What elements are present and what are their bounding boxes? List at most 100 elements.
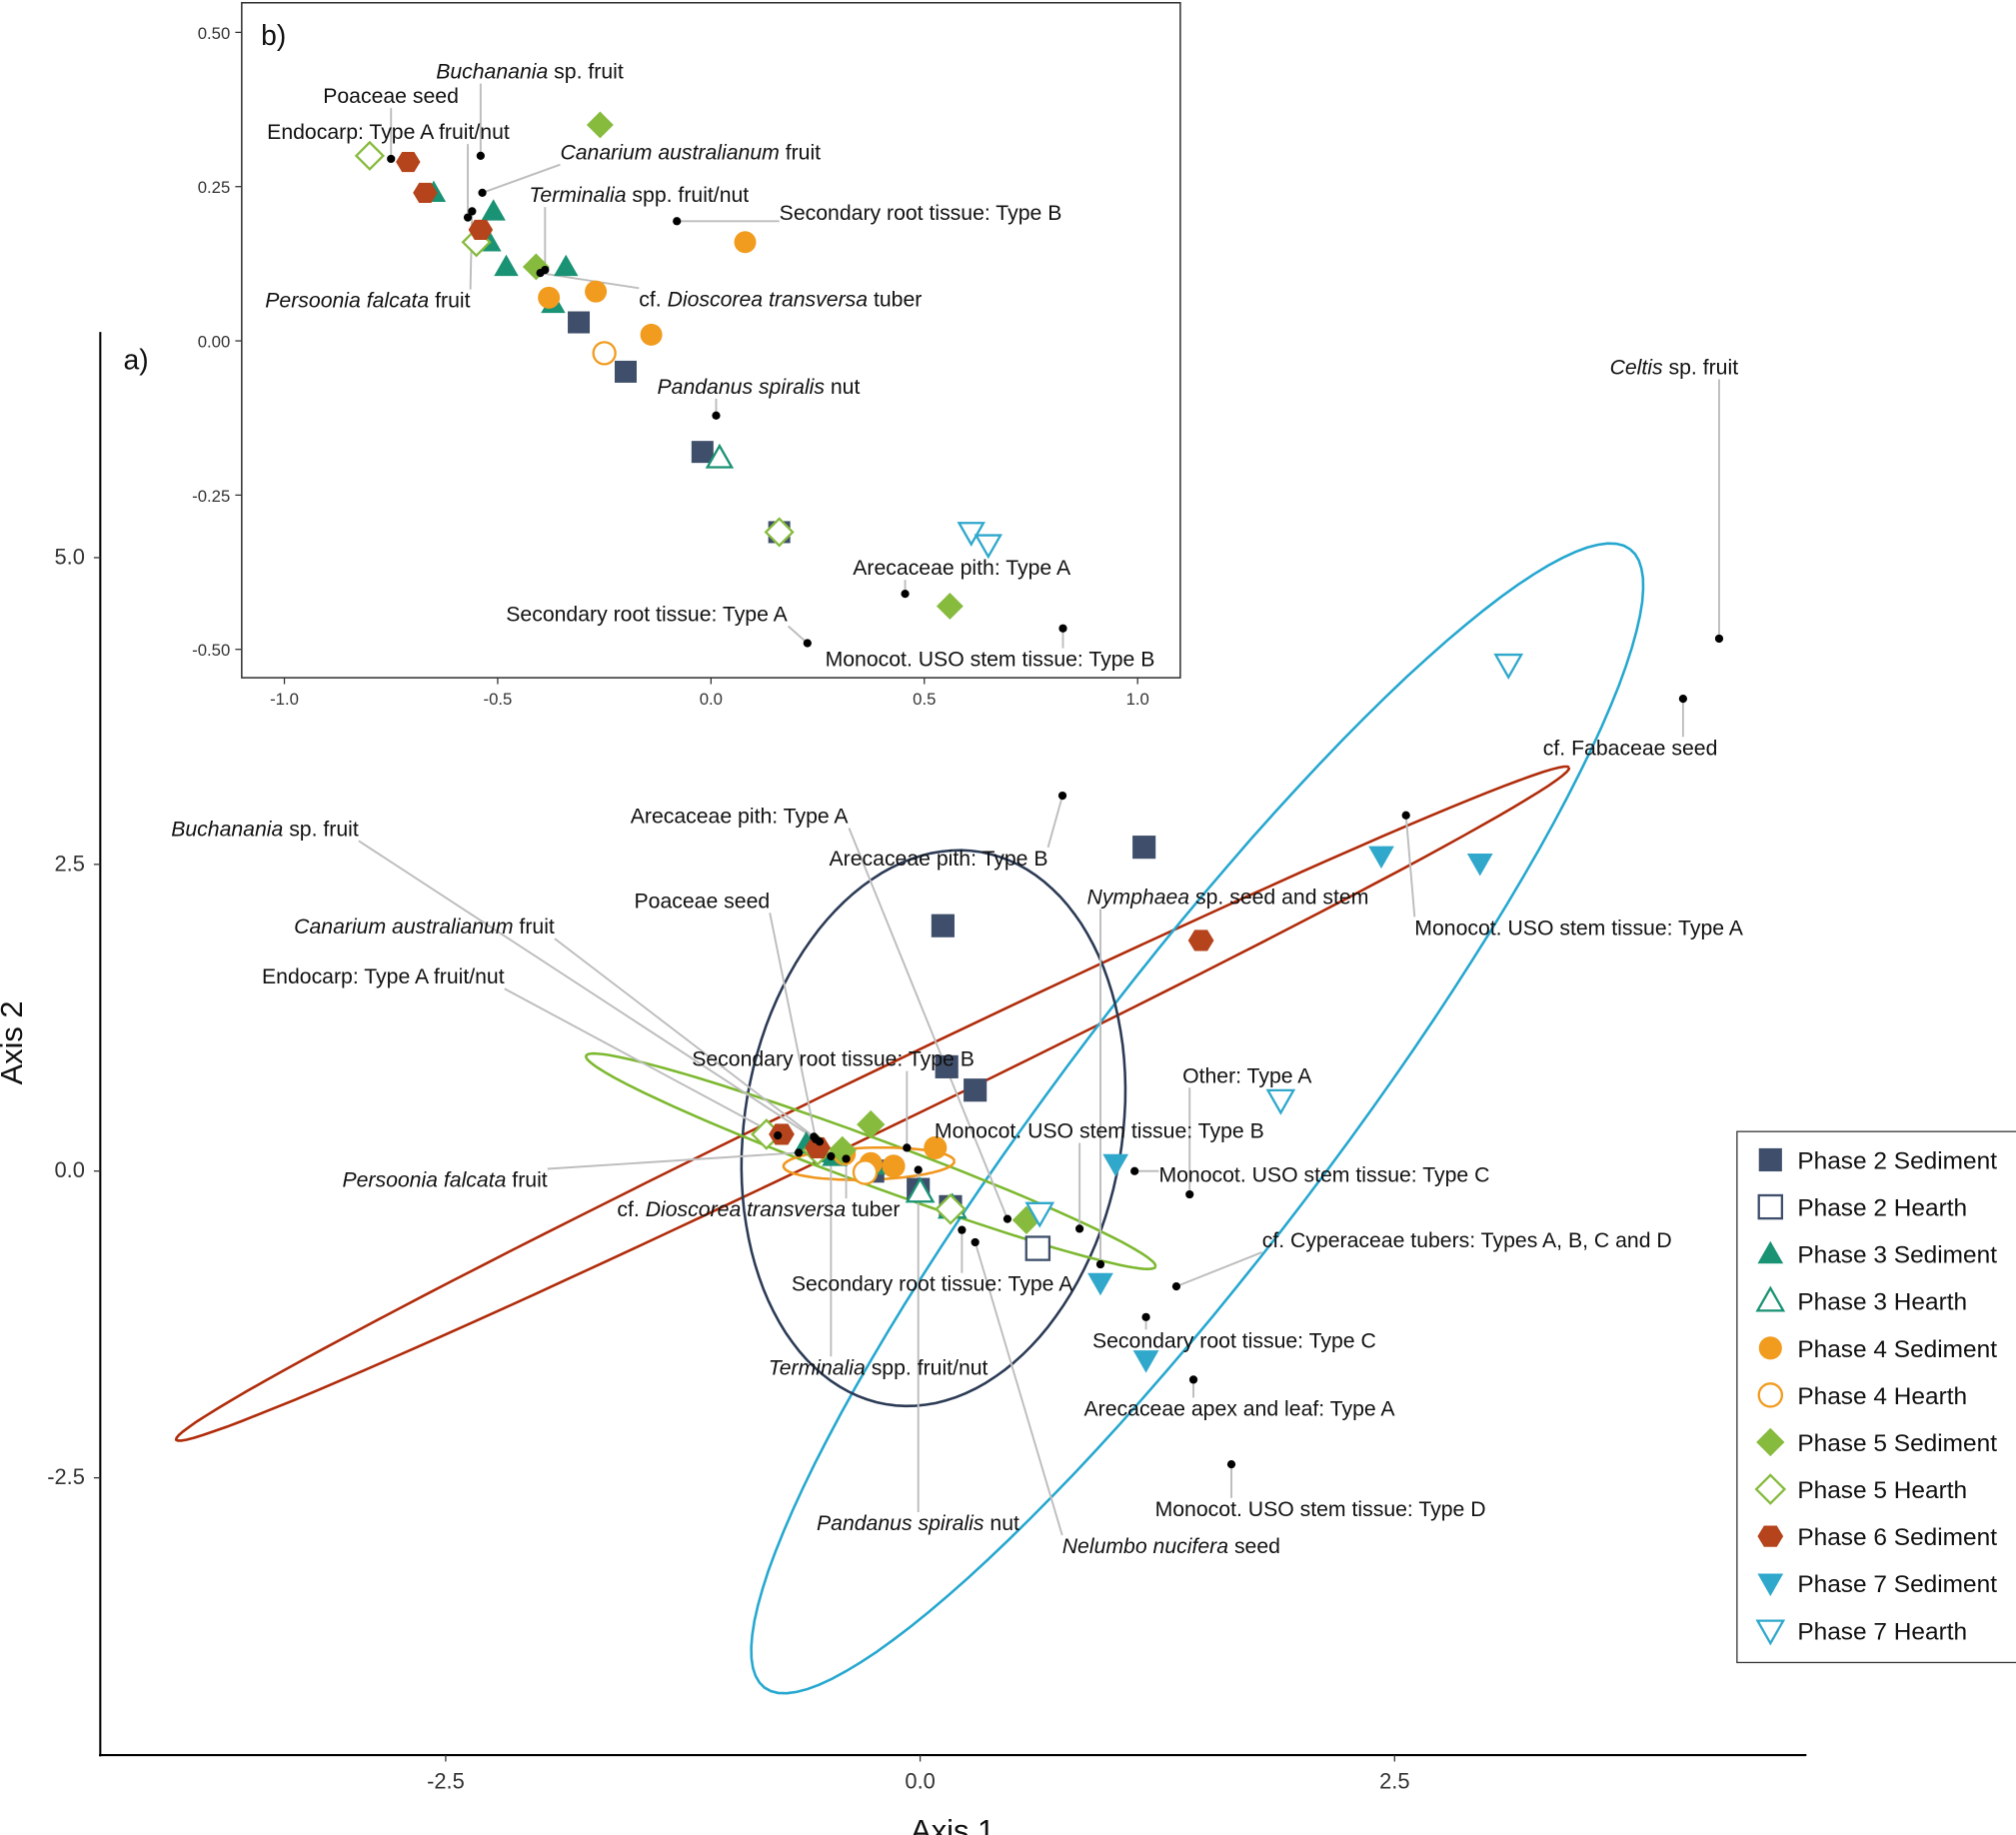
- y-tick-label: 0.25: [198, 178, 231, 197]
- point-circle-p4h: [592, 341, 617, 366]
- legend-label: Phase 7 Sediment: [1797, 1571, 1997, 1598]
- y-tick-label: 0.0: [55, 1157, 85, 1182]
- data-points: [354, 111, 1004, 620]
- label-anchor-dot: [815, 1137, 825, 1146]
- label-anchor-dot: [478, 188, 487, 198]
- leader-line: [547, 1151, 800, 1170]
- label-anchor-dot: [1401, 811, 1410, 820]
- label-anchor-dot: [387, 154, 396, 164]
- panel-label-b: b): [261, 19, 286, 51]
- point-label: Endocarp: Type A fruit/nut: [262, 965, 505, 988]
- point-hexagon-p6s: [413, 182, 438, 203]
- point-labels: Celtis sp. fruit cf. Fabaceae seed Monocot…: [171, 357, 1744, 1559]
- point-label: Canarium australianum fruit: [294, 916, 555, 938]
- legend-label: Phase 4 Sediment: [1797, 1336, 1997, 1363]
- point-diamond-p5h: [354, 140, 385, 171]
- point-label: Monocot. USO stem tissue: Type A: [1414, 917, 1743, 939]
- point-label: cf. Dioscorea transversa tuber: [639, 288, 922, 311]
- point-triangle-down-p7h: [957, 522, 986, 547]
- legend-item-p3s: Phase 3 Sediment: [1757, 1240, 1997, 1269]
- axis-ticks: -2.5 0.0 2.5 -2.5 0.0 2.5 5.0: [47, 544, 1409, 1793]
- y-tick-label: 5.0: [55, 544, 85, 569]
- point-label: cf. Dioscorea transversa tuber: [617, 1198, 900, 1221]
- label-anchor-dot: [1095, 1259, 1105, 1269]
- point-label: Other: Type A: [1182, 1064, 1312, 1087]
- label-anchor-dot: [810, 1132, 819, 1141]
- legend-label: Phase 5 Hearth: [1797, 1477, 1967, 1504]
- legend: Phase 2 Sediment Phase 2 Hearth Phase 3 Se…: [1736, 1130, 2016, 1664]
- point-triangle-p3s: [494, 254, 519, 277]
- label-anchor-dot: [463, 213, 473, 222]
- legend-item-p6s: Phase 6 Sediment: [1757, 1524, 1997, 1551]
- point-square-p2s: [1758, 1147, 1782, 1172]
- point-triangle-down-p7s: [1102, 1153, 1129, 1177]
- legend-item-p3h: Phase 3 Hearth: [1755, 1285, 1967, 1316]
- label-anchor-dot: [971, 1237, 980, 1247]
- point-label: Arecaceae pith: Type A: [853, 557, 1071, 580]
- label-anchor-dot: [914, 1165, 923, 1174]
- point-label: cf. Cyperaceae tubers: Types A, B, C and…: [1262, 1229, 1672, 1252]
- leader-line: [358, 840, 821, 1143]
- point-diamond-p5s: [857, 1109, 886, 1139]
- point-label: Arecaceae apex and leaf: Type A: [1084, 1397, 1396, 1420]
- label-anchor-dot: [958, 1225, 967, 1234]
- point-circle-p4s: [1758, 1336, 1782, 1360]
- point-label: Monocot. USO stem tissue: Type B: [935, 1120, 1264, 1143]
- point-triangle-down-p7s: [1087, 1272, 1113, 1296]
- point-hexagon-p6s: [805, 1136, 831, 1158]
- point-circle-p4s: [538, 286, 561, 309]
- legend-item-p2s: Phase 2 Sediment: [1758, 1147, 1997, 1174]
- point-label: Nymphaea sp. seed and stem: [1087, 886, 1369, 909]
- label-anchor-dot: [712, 411, 721, 420]
- point-triangle-p3h: [905, 1176, 936, 1203]
- legend-item-p4s: Phase 4 Sediment: [1758, 1336, 1997, 1363]
- point-label: Monocot. USO stem tissue: Type B: [826, 649, 1155, 672]
- point-label: Endocarp: Type A fruit/nut: [267, 121, 510, 144]
- point-circle-p4h: [852, 1159, 879, 1185]
- leader-line: [554, 937, 815, 1138]
- point-diamond-p5h: [935, 1192, 967, 1225]
- point-circle-p4s: [734, 231, 757, 254]
- legend-label: Phase 3 Sediment: [1797, 1242, 1997, 1269]
- point-circle-p4h: [1757, 1382, 1784, 1408]
- point-label: Pandanus spiralis nut: [817, 1512, 1019, 1535]
- leader-line: [787, 625, 809, 645]
- point-square-p2s: [614, 360, 637, 383]
- x-tick-label: 2.5: [1379, 1769, 1409, 1794]
- point-triangle-down-p7s: [1368, 846, 1394, 870]
- point-triangle-p3s: [1757, 1240, 1784, 1264]
- point-square-p2h: [1757, 1193, 1784, 1220]
- point-label: Pandanus spiralis nut: [657, 376, 860, 399]
- label-anchor-dot: [1714, 634, 1724, 644]
- legend-item-p5s: Phase 5 Sediment: [1756, 1427, 1997, 1457]
- label-anchor-dot: [1074, 1224, 1084, 1233]
- point-triangle-p3s: [554, 254, 579, 277]
- label-anchor-dot: [901, 590, 910, 599]
- point-hexagon-p6s: [1757, 1525, 1784, 1547]
- ellipse-p4s: [782, 1145, 957, 1181]
- point-label: Secondary root tissue: Type C: [1092, 1329, 1376, 1352]
- legend-label: Phase 5 Sediment: [1797, 1430, 1997, 1457]
- y-tick-label: 0.50: [198, 24, 231, 43]
- point-triangle-down-p7h: [1265, 1088, 1296, 1115]
- legend-frame: [1736, 1130, 2016, 1664]
- point-diamond-p5s: [1756, 1427, 1785, 1457]
- label-anchor-dot: [1188, 1375, 1198, 1384]
- confidence-ellipses: [174, 542, 1645, 1695]
- label-anchor-dot: [1057, 791, 1067, 801]
- point-label: Celtis sp. fruit: [1610, 357, 1739, 380]
- ellipse-p2s: [740, 849, 1127, 1408]
- legend-label: Phase 2 Hearth: [1797, 1195, 1967, 1222]
- point-label: Persoonia falcata fruit: [265, 290, 470, 313]
- point-label: Nelumbo nucifera seed: [1062, 1535, 1280, 1558]
- label-anchor-dot: [536, 269, 545, 278]
- x-tick-label: 1.0: [1126, 690, 1149, 709]
- x-tick-label: 0.0: [700, 690, 723, 709]
- y-tick-label: -0.25: [192, 487, 230, 506]
- leader-lines: [358, 379, 1720, 1536]
- point-square-p2h: [1024, 1235, 1051, 1261]
- legend-item-p2h: Phase 2 Hearth: [1757, 1193, 1967, 1222]
- point-label: Buchanania sp. fruit: [436, 61, 624, 84]
